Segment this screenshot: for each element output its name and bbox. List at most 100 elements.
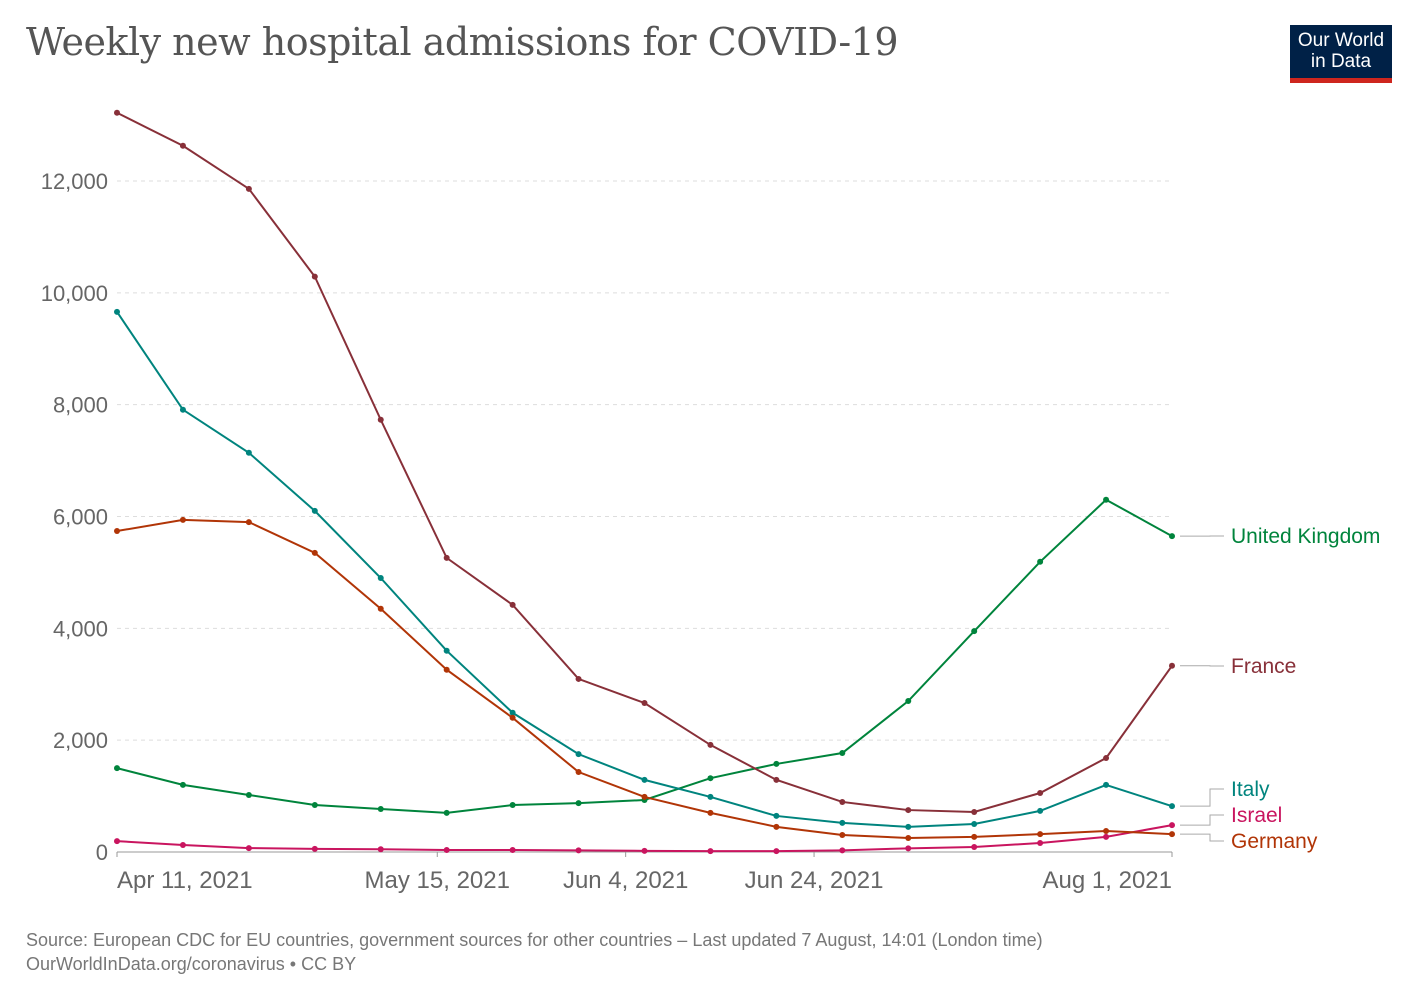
data-point <box>443 554 450 561</box>
data-point <box>773 760 780 767</box>
data-point <box>509 709 516 716</box>
data-point <box>905 845 912 852</box>
chart-title: Weekly new hospital admissions for COVID… <box>26 20 899 64</box>
data-point <box>773 848 780 855</box>
data-point <box>245 449 252 456</box>
data-point <box>114 765 120 772</box>
data-point <box>509 847 516 854</box>
legend-label: Italy <box>1231 778 1270 801</box>
data-point <box>773 776 780 783</box>
data-point <box>377 575 384 582</box>
data-point <box>245 791 252 798</box>
data-point <box>179 781 186 788</box>
data-point <box>377 805 384 812</box>
series-line-germany <box>116 518 1173 840</box>
data-point <box>707 741 714 748</box>
data-point <box>1103 781 1110 788</box>
data-point <box>641 847 648 854</box>
data-point <box>575 847 582 854</box>
data-point <box>1037 790 1044 797</box>
data-point <box>245 519 252 526</box>
x-tick-label: Aug 1, 2021 <box>1043 867 1172 894</box>
data-point <box>905 835 912 842</box>
data-point <box>114 838 120 845</box>
data-point <box>839 798 846 805</box>
data-point <box>443 847 450 854</box>
data-point <box>1103 833 1110 840</box>
data-point <box>377 416 384 423</box>
data-point <box>377 605 384 612</box>
data-point <box>1103 828 1110 835</box>
x-tick-label: May 15, 2021 <box>365 867 510 894</box>
data-point <box>1103 755 1110 762</box>
data-point <box>575 751 582 758</box>
legend-connector <box>1180 788 1224 807</box>
x-tick-label: Jun 4, 2021 <box>563 867 688 894</box>
data-point <box>1169 822 1175 829</box>
data-point <box>1169 662 1175 669</box>
data-point <box>839 819 846 826</box>
data-point <box>971 833 978 840</box>
data-point <box>114 528 120 535</box>
data-point <box>707 793 714 800</box>
data-point <box>971 809 978 816</box>
data-point <box>905 807 912 814</box>
y-tick-label: 6,000 <box>53 505 108 530</box>
data-point <box>905 698 912 705</box>
owid-logo[interactable]: Our World in Data <box>1290 25 1392 83</box>
logo-line2: in Data <box>1310 51 1372 72</box>
data-point <box>971 821 978 828</box>
data-point <box>707 775 714 782</box>
series-line-israel <box>116 824 1173 853</box>
x-tick-label: Jun 24, 2021 <box>745 867 884 894</box>
data-point <box>641 699 648 706</box>
series-line-united-kingdom <box>116 498 1173 814</box>
logo-line1: Our World <box>1297 30 1385 51</box>
data-point <box>245 845 252 852</box>
y-tick-label: 8,000 <box>53 393 108 418</box>
series-line-italy <box>116 311 1173 828</box>
data-point <box>575 800 582 807</box>
data-point <box>1037 831 1044 838</box>
data-point <box>1037 558 1044 565</box>
data-point <box>443 647 450 654</box>
data-point <box>509 601 516 608</box>
series-line-france <box>116 111 1173 814</box>
legend-label: United Kingdom <box>1231 525 1380 548</box>
credit-link[interactable]: OurWorldInData.org/coronavirus • CC BY <box>26 954 357 974</box>
data-point <box>773 812 780 819</box>
data-point <box>1037 840 1044 847</box>
data-point <box>707 809 714 816</box>
data-point <box>377 846 384 853</box>
data-point <box>509 714 516 721</box>
data-point <box>707 848 714 855</box>
y-tick-label: 4,000 <box>53 616 108 641</box>
data-point <box>311 273 318 280</box>
data-point <box>311 845 318 852</box>
legend-label: France <box>1231 655 1296 678</box>
data-point <box>773 823 780 830</box>
data-point <box>443 809 450 816</box>
data-point <box>575 675 582 682</box>
y-tick-label: 10,000 <box>41 281 108 306</box>
data-point <box>839 750 846 757</box>
data-point <box>1169 803 1175 810</box>
legend-connector <box>1180 814 1224 826</box>
data-point <box>1169 831 1175 838</box>
data-point <box>575 769 582 776</box>
data-point <box>114 308 120 315</box>
data-point <box>443 666 450 673</box>
data-point <box>311 549 318 556</box>
y-tick-label: 2,000 <box>53 728 108 753</box>
x-tick-label: Apr 11, 2021 <box>117 867 253 894</box>
data-point <box>245 185 252 192</box>
data-point <box>1103 496 1110 503</box>
data-point <box>641 793 648 800</box>
data-point <box>311 802 318 809</box>
legend-label: Germany <box>1231 830 1318 853</box>
data-point <box>179 516 186 523</box>
data-point <box>905 823 912 830</box>
source-note: Source: European CDC for EU countries, g… <box>26 930 1043 950</box>
data-point <box>114 109 120 116</box>
